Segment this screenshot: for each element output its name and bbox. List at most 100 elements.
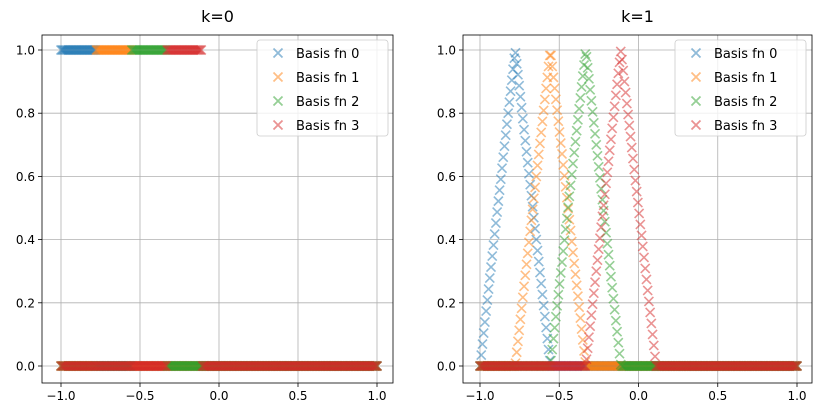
data-point-marker bbox=[558, 246, 569, 257]
legend-marker-icon bbox=[690, 47, 702, 59]
data-point-marker bbox=[511, 347, 522, 358]
data-point-marker bbox=[554, 127, 565, 138]
data-point-marker bbox=[596, 222, 607, 233]
data-point-marker bbox=[157, 360, 168, 372]
data-point-marker bbox=[788, 360, 799, 372]
legend-label: Basis fn 3 bbox=[296, 119, 359, 134]
data-point-marker bbox=[585, 321, 596, 332]
data-point-marker bbox=[592, 255, 603, 266]
data-point-marker bbox=[625, 131, 636, 142]
data-point-marker bbox=[646, 318, 657, 329]
legend-label: Basis fn 3 bbox=[714, 119, 777, 134]
data-point-marker bbox=[612, 79, 623, 90]
data-point-marker bbox=[635, 219, 646, 230]
y-tick-label: 0.4 bbox=[437, 233, 456, 247]
y-tick-label: 0.2 bbox=[437, 296, 456, 310]
data-point-marker bbox=[487, 251, 498, 262]
data-point-marker bbox=[592, 150, 603, 161]
data-point-marker bbox=[541, 322, 552, 333]
data-point-marker bbox=[571, 280, 582, 291]
data-point-marker bbox=[616, 54, 628, 65]
data-point-marker bbox=[552, 105, 563, 116]
data-point-marker bbox=[608, 112, 619, 123]
legend: Basis fn 0 Basis fn 1 Basis fn 2 Basis fn 3 bbox=[256, 39, 389, 137]
data-point-marker bbox=[581, 51, 592, 62]
data-point-marker bbox=[570, 136, 581, 147]
data-point-marker bbox=[516, 303, 527, 314]
x-tick-label: 0.5 bbox=[288, 389, 307, 403]
data-point-marker bbox=[488, 240, 499, 251]
data-point-marker bbox=[629, 164, 640, 175]
data-point-marker bbox=[566, 169, 577, 180]
legend: Basis fn 0 Basis fn 1 Basis fn 2 Basis fn 3 bbox=[674, 39, 807, 137]
data-point-marker bbox=[578, 360, 590, 372]
data-point-marker bbox=[605, 134, 617, 145]
data-point-marker bbox=[543, 344, 554, 355]
data-point-marker bbox=[649, 351, 661, 362]
data-point-marker bbox=[624, 120, 635, 131]
data-point-marker bbox=[477, 338, 488, 350]
data-point-marker bbox=[630, 175, 641, 186]
data-point-marker bbox=[601, 178, 612, 189]
data-point-marker bbox=[607, 282, 618, 293]
data-point-marker bbox=[640, 263, 651, 274]
data-point-marker bbox=[604, 260, 615, 271]
x-tick-label: 0.0 bbox=[629, 389, 648, 403]
data-point-marker bbox=[609, 101, 620, 112]
data-point-marker bbox=[515, 314, 526, 325]
data-point-marker bbox=[604, 145, 615, 156]
data-point-marker bbox=[527, 204, 538, 215]
data-point-marker bbox=[583, 332, 594, 343]
x-tick-label: −1.0 bbox=[465, 389, 494, 403]
series-3 bbox=[474, 46, 803, 372]
data-point-marker bbox=[576, 323, 587, 335]
data-point-marker bbox=[602, 238, 613, 249]
data-point-marker bbox=[505, 86, 516, 97]
series-3 bbox=[55, 44, 383, 372]
x-tick-label: 1.0 bbox=[367, 389, 386, 403]
data-point-marker bbox=[581, 354, 592, 365]
data-point-marker bbox=[512, 336, 524, 347]
data-point-marker bbox=[587, 106, 598, 117]
data-point-marker bbox=[556, 256, 568, 268]
data-point-marker bbox=[494, 185, 505, 196]
data-point-marker bbox=[580, 49, 591, 60]
legend-label: Basis fn 1 bbox=[296, 71, 359, 86]
data-point-marker bbox=[589, 128, 601, 139]
data-point-marker bbox=[626, 142, 637, 153]
data-point-marker bbox=[500, 130, 511, 141]
data-point-marker bbox=[499, 141, 510, 152]
data-point-marker bbox=[552, 300, 563, 311]
legend-marker-icon bbox=[690, 119, 702, 131]
data-point-marker bbox=[576, 81, 587, 93]
data-point-marker bbox=[615, 46, 626, 57]
data-point-marker bbox=[636, 230, 647, 241]
data-point-marker bbox=[517, 292, 528, 303]
data-point-marker bbox=[558, 159, 569, 170]
legend-marker-icon bbox=[690, 71, 702, 83]
data-point-marker bbox=[608, 293, 619, 304]
data-point-marker bbox=[582, 62, 593, 73]
y-tick-label: 0.0 bbox=[16, 360, 35, 374]
data-point-marker bbox=[526, 215, 537, 226]
data-point-marker bbox=[537, 116, 548, 127]
data-point-marker bbox=[570, 269, 581, 280]
data-point-marker bbox=[532, 245, 543, 256]
data-point-marker bbox=[594, 233, 606, 244]
data-point-marker bbox=[537, 289, 548, 300]
data-point-marker bbox=[791, 360, 803, 372]
data-point-marker bbox=[620, 87, 631, 98]
data-point-marker bbox=[528, 193, 539, 204]
data-point-marker bbox=[569, 147, 580, 158]
data-point-marker bbox=[541, 83, 552, 94]
y-tick-label: 1.0 bbox=[437, 44, 456, 58]
data-point-marker bbox=[599, 189, 610, 200]
data-point-marker bbox=[523, 237, 535, 248]
data-point-marker bbox=[591, 266, 602, 277]
data-point-marker bbox=[533, 256, 544, 267]
data-point-marker bbox=[520, 270, 531, 281]
data-point-marker bbox=[196, 44, 207, 56]
data-point-marker bbox=[543, 61, 554, 72]
data-point-marker bbox=[634, 208, 645, 219]
data-point-marker bbox=[514, 325, 525, 336]
